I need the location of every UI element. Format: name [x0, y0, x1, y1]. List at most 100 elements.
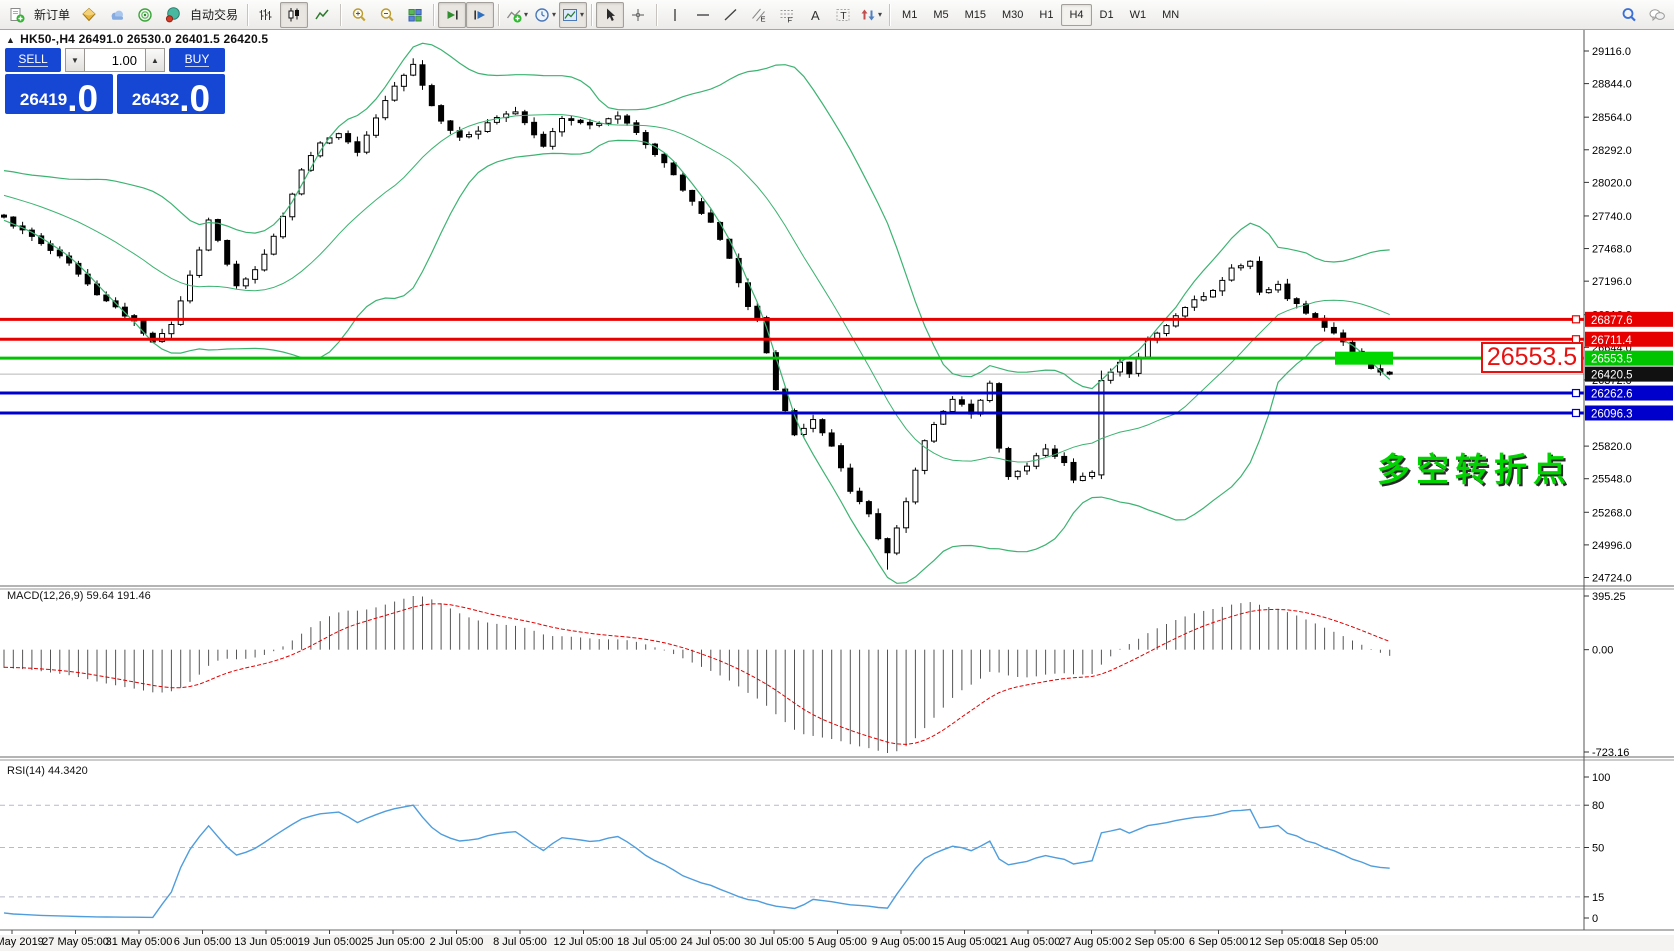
svg-text:A: A	[811, 8, 820, 23]
timeframe-m30-button[interactable]: M30	[1002, 8, 1024, 21]
community-button[interactable]	[103, 2, 131, 28]
line-anchor-marker[interactable]	[1571, 388, 1581, 398]
timeframe-m15-button[interactable]: M15	[964, 8, 986, 21]
toolbar-separator	[889, 3, 891, 26]
price-tag-26711.4: 26711.4	[1585, 331, 1673, 347]
vline-icon	[667, 7, 683, 23]
date-label: 21 Aug 05:00	[996, 936, 1061, 948]
tile-windows-button[interactable]	[401, 2, 429, 28]
dropdown-arrow-icon[interactable]: ▾	[878, 10, 883, 19]
rsi-line	[3, 804, 1390, 919]
toolbar-separator	[433, 3, 435, 26]
indicators-button[interactable]: ▾	[503, 2, 531, 28]
arrows-icon	[860, 7, 876, 23]
timeframe-mn-button[interactable]: MN	[1162, 8, 1180, 21]
crosshair-icon	[630, 7, 646, 23]
search-button[interactable]	[1615, 2, 1643, 28]
text-label-button[interactable]: T	[829, 2, 857, 28]
barchart-icon	[258, 7, 274, 23]
horizontal-line-button[interactable]	[689, 2, 717, 28]
cloud-icon	[109, 7, 125, 23]
chart-area: 29116.0 28844.0 28564.0 28292.0 28020.0 27740…	[0, 30, 1674, 951]
signals-button[interactable]	[131, 2, 159, 28]
metaeditor-button[interactable]	[75, 2, 103, 28]
zoom-in-button[interactable]	[345, 2, 373, 28]
crosshair-button[interactable]	[624, 2, 652, 28]
bollinger-bands	[3, 42, 1391, 584]
collapse-panel-icon[interactable]: ▲	[6, 35, 16, 45]
vertical-line-button[interactable]	[661, 2, 689, 28]
new-order-button[interactable]	[3, 2, 31, 28]
sell-button[interactable]: SELL	[5, 48, 61, 72]
auto-scroll-button[interactable]	[438, 1, 467, 28]
svg-text:27740.0: 27740.0	[1592, 211, 1632, 223]
svg-text:27196.0: 27196.0	[1592, 276, 1632, 288]
timeframe-h4-button[interactable]: H4	[1061, 3, 1092, 26]
equidistant-channel-button[interactable]: E	[745, 2, 773, 28]
macd-pane	[3, 596, 1391, 753]
rsi-pane	[0, 804, 1584, 919]
date-label: 31 May 05:00	[106, 936, 173, 948]
timeframe-m5-button[interactable]: M5	[933, 8, 949, 21]
timeframe-w1-button[interactable]: W1	[1129, 8, 1147, 21]
buy-button[interactable]: BUY	[169, 48, 225, 72]
macd-signal-line	[3, 603, 1390, 745]
price-scale[interactable]: 29116.0 28844.0 28564.0 28292.0 28020.0 27740…	[1584, 46, 1673, 584]
dropdown-arrow-icon[interactable]: ▾	[580, 10, 585, 19]
tile-icon	[407, 7, 423, 23]
turning-point-annotation[interactable]: 多空转折点	[1377, 451, 1572, 488]
text-button[interactable]: A	[801, 2, 829, 28]
date-label: 25 Jun 05:00	[361, 936, 425, 948]
fibonacci-button[interactable]: F	[773, 2, 801, 28]
price-callout-label[interactable]: 26553.5	[1481, 342, 1583, 373]
rsi-scale-label: 15	[1592, 892, 1604, 904]
trendline-button[interactable]	[717, 2, 745, 28]
svg-text:26877.6: 26877.6	[1591, 315, 1633, 327]
chart-shift-button[interactable]	[466, 1, 495, 28]
hline-icon	[695, 7, 711, 23]
macd-scale-label: 395.25	[1592, 591, 1626, 603]
sell-price-box[interactable]: 26419.0	[5, 74, 113, 117]
autotrade-icon	[165, 6, 181, 23]
dropdown-arrow-icon[interactable]: ▾	[552, 10, 557, 19]
turning-point-highlight[interactable]	[1335, 351, 1393, 365]
shiftend-icon	[472, 7, 488, 23]
date-label: 18 Jul 05:00	[617, 936, 677, 948]
templates-button[interactable]: ▾	[559, 1, 588, 28]
candles-icon	[286, 7, 302, 23]
periods-icon	[534, 7, 550, 23]
candlestick-chart-button[interactable]	[280, 1, 309, 28]
volume-up-button[interactable]: ▲	[145, 48, 165, 72]
periods-button[interactable]: ▾	[531, 2, 559, 28]
zoom-out-button[interactable]	[373, 2, 401, 28]
timeframe-d1-button[interactable]: D1	[1099, 8, 1114, 21]
price-tag-26553.5: 26553.5	[1585, 350, 1673, 366]
dropdown-arrow-icon[interactable]: ▾	[524, 10, 529, 19]
arrows-button[interactable]: ▾	[857, 2, 885, 28]
timeframe-h1-button[interactable]: H1	[1039, 8, 1054, 21]
svg-text:26711.4: 26711.4	[1591, 335, 1632, 347]
new-order-button-label[interactable]: 新订单	[34, 8, 71, 22]
timeframe-m1-button[interactable]: M1	[902, 8, 918, 21]
volume-input[interactable]: 1.00	[85, 48, 145, 72]
line-chart-button[interactable]	[308, 2, 336, 28]
macd-scale-label: 0.00	[1592, 645, 1613, 657]
svg-text:26262.6: 26262.6	[1591, 389, 1633, 401]
price-chart: 29116.0 28844.0 28564.0 28292.0 28020.0 27740…	[0, 30, 1674, 951]
date-label: 15 Aug 05:00	[932, 936, 997, 948]
tline-icon	[723, 7, 739, 23]
toolbar-separator	[340, 3, 342, 26]
svg-text:24724.0: 24724.0	[1592, 572, 1632, 584]
date-label: 24 Jul 05:00	[681, 936, 741, 948]
line-anchor-marker[interactable]	[1571, 315, 1581, 324]
autotrading-button-label[interactable]: 自动交易	[190, 8, 239, 22]
line-anchor-marker[interactable]	[1571, 408, 1581, 418]
bar-chart-button[interactable]	[252, 2, 280, 28]
volume-down-button[interactable]: ▼	[65, 48, 85, 72]
cursor-button[interactable]	[596, 1, 625, 28]
svg-text:24996.0: 24996.0	[1592, 540, 1632, 552]
autotrading-button[interactable]	[159, 2, 187, 28]
chat-button[interactable]	[1643, 2, 1671, 28]
buy-price-box[interactable]: 26432.0	[117, 74, 225, 117]
